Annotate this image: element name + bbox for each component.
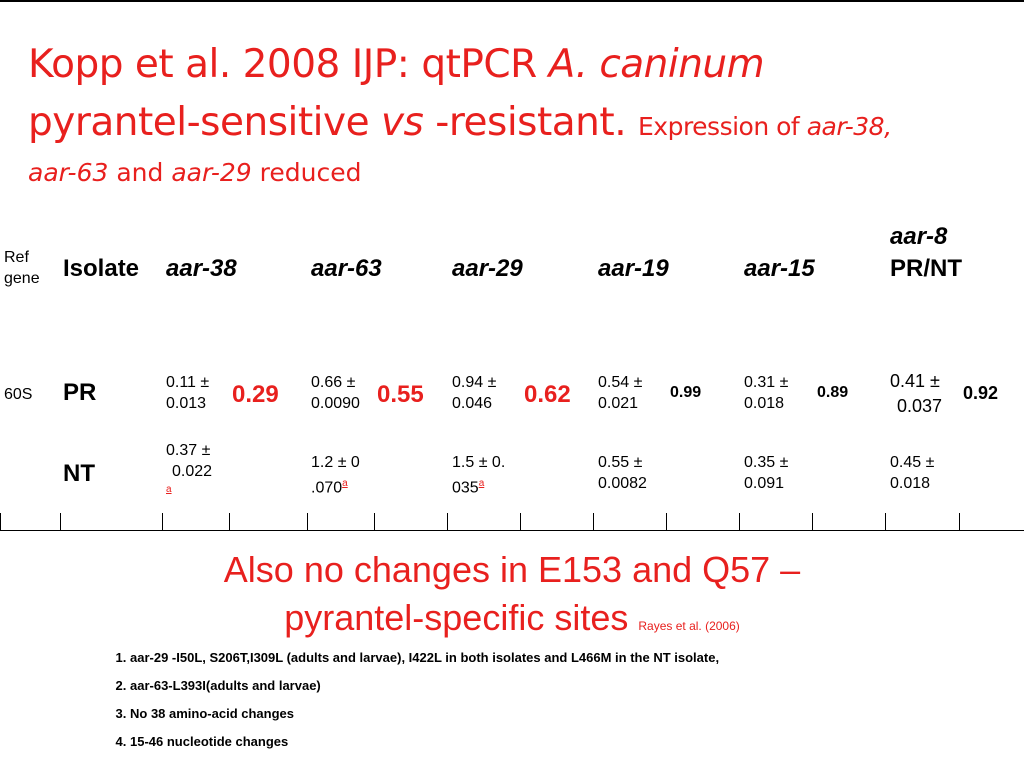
- header-aar-63: aar-63: [311, 255, 382, 282]
- table-bottom-rule: [0, 530, 1024, 531]
- column-tick: [162, 513, 163, 531]
- note-item: No 38 amino-acid changes: [130, 705, 719, 722]
- nt-aar-29-value: 1.5 ± 0. 035a: [452, 454, 506, 497]
- ratio-aar-63: 0.55: [377, 381, 424, 408]
- column-tick: [520, 513, 521, 531]
- ratio-aar-19: 0.99: [670, 384, 702, 401]
- isolate-nt: NT: [63, 460, 95, 487]
- pr-aar-63-value: 0.66 ±0.0090: [311, 374, 360, 412]
- nt-aar-63-value: 1.2 ± 0 .070a: [311, 454, 360, 497]
- column-tick: [447, 513, 448, 531]
- citation: Rayes et al. (2006): [638, 619, 740, 633]
- column-tick: [666, 513, 667, 531]
- ratio-aar-29: 0.62: [524, 381, 571, 408]
- pr-aar-15-value: 0.31 ±0.018: [744, 374, 789, 412]
- pr-aar-19-value: 0.54 ±0.021: [598, 374, 643, 412]
- notes-list: aar-29 -I50L, S206T,I309L (adults and la…: [104, 649, 719, 761]
- note-item: aar-29 -I50L, S206T,I309L (adults and la…: [130, 649, 719, 666]
- slide-title: Kopp et al. 2008 IJP: qtPCR A. caninum p…: [28, 42, 892, 187]
- ref-gene-60s: 60S: [4, 386, 33, 403]
- ratio-aar-15: 0.89: [817, 384, 849, 401]
- column-tick: [0, 513, 1, 531]
- column-tick: [739, 513, 740, 531]
- column-tick: [60, 513, 61, 531]
- column-tick: [812, 513, 813, 531]
- column-tick: [959, 513, 960, 531]
- header-aar-8-ratio: aar-8 PR/NT: [890, 223, 962, 282]
- ratio-aar-8: 0.92: [963, 383, 999, 403]
- nt-aar-19-value: 0.55 ±0.0082: [598, 454, 647, 492]
- pr-aar-29-value: 0.94 ±0.046: [452, 374, 497, 412]
- isolate-header: Isolate: [63, 255, 140, 282]
- nt-aar-38-value: 0.37 ± 0.022 a: [166, 442, 213, 495]
- nt-aar-15-value: 0.35 ±0.091: [744, 454, 789, 492]
- header-aar-38: aar-38: [166, 255, 237, 282]
- top-rule: [0, 0, 1024, 2]
- header-aar-29: aar-29: [452, 255, 523, 282]
- ratio-aar-38: 0.29: [232, 381, 279, 408]
- note-item: aar-63-L393I(adults and larvae): [130, 677, 719, 694]
- header-aar-15: aar-15: [744, 255, 815, 282]
- pr-aar-8-value: 0.41 ±0.037: [890, 371, 943, 416]
- footnote-a-aar-63: a: [342, 478, 348, 489]
- column-tick: [593, 513, 594, 531]
- column-tick: [885, 513, 886, 531]
- column-tick: [229, 513, 230, 531]
- footnote-a-aar-29: a: [478, 478, 485, 489]
- ref-gene-header: Ref gene: [4, 249, 40, 287]
- conclusion-banner: Also no changes in E153 and Q57 – pyrant…: [223, 549, 801, 638]
- pr-aar-38-value: 0.11 ±0.013: [166, 374, 210, 412]
- column-tick: [307, 513, 308, 531]
- column-tick: [374, 513, 375, 531]
- header-aar-19: aar-19: [598, 255, 669, 282]
- isolate-pr: PR: [63, 379, 97, 406]
- footnote-a-aar-38: a: [166, 484, 172, 495]
- note-item: 15-46 nucleotide changes: [130, 733, 719, 750]
- nt-aar-8-value: 0.45 ±0.018: [890, 454, 935, 492]
